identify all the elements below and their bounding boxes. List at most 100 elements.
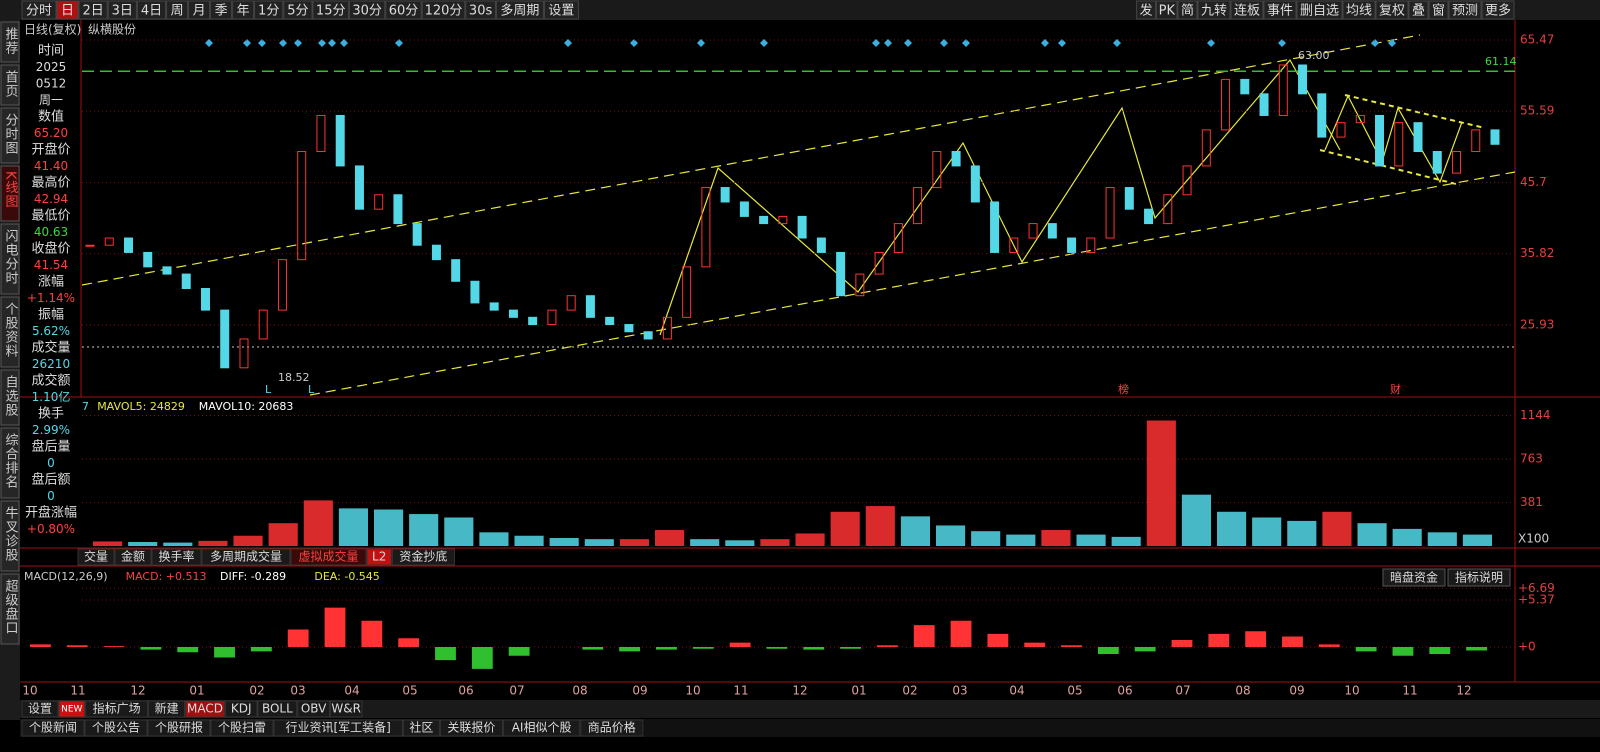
volume-tab[interactable] — [114, 548, 152, 566]
toolbar-label[interactable]: 窗 — [1432, 3, 1445, 19]
toolbar-label[interactable]: 15分 — [316, 4, 346, 19]
toolbar-label[interactable]: 4日 — [141, 4, 162, 19]
sidebar-label[interactable]: K线图 — [3, 171, 19, 209]
toolbar-label[interactable]: 1分 — [258, 4, 279, 19]
toolbar-label[interactable]: 多周期 — [500, 3, 539, 19]
volume-tab-label[interactable]: 换手率 — [158, 549, 194, 564]
news-tab-label[interactable]: 社区 — [409, 720, 433, 735]
volume-tab-label[interactable]: L2 — [372, 550, 386, 564]
indicator-tab[interactable] — [148, 700, 186, 718]
volume-tab-label[interactable]: 多周期成交量 — [210, 549, 282, 564]
toolbar-button[interactable] — [312, 0, 349, 20]
volume-tab-label[interactable]: 金额 — [121, 549, 145, 564]
toolbar-button[interactable] — [136, 0, 167, 20]
toolbar-label[interactable]: 2日 — [82, 4, 103, 19]
toolbar-button[interactable] — [348, 0, 386, 20]
sidebar-label[interactable]: 首页 — [3, 70, 19, 98]
toolbar-label[interactable]: 30s — [469, 4, 493, 19]
toolbar-label[interactable]: 月 — [193, 4, 206, 19]
sidebar-label[interactable]: 综合排名 — [3, 433, 19, 489]
toolbar-button[interactable] — [188, 0, 211, 20]
toolbar-button[interactable] — [1230, 0, 1264, 20]
volume-tab-label[interactable]: 虚拟成交量 — [298, 549, 358, 564]
toolbar-button[interactable] — [1197, 0, 1231, 20]
toolbar-label[interactable]: 年 — [237, 4, 250, 19]
macd-button-label[interactable]: 暗盘资金 — [1390, 570, 1438, 585]
sidebar-tab[interactable] — [0, 107, 20, 164]
news-tab-label[interactable]: 个股扫雷 — [218, 721, 266, 735]
toolbar-button[interactable] — [56, 0, 79, 20]
toolbar-button[interactable] — [1375, 0, 1409, 20]
toolbar-button[interactable] — [495, 0, 544, 20]
toolbar-button[interactable] — [1136, 0, 1157, 20]
news-tab[interactable] — [21, 719, 85, 737]
indicator-tab-label[interactable]: MACD — [187, 702, 223, 716]
news-tab[interactable] — [147, 719, 211, 737]
sidebar-label[interactable]: 推荐 — [3, 27, 19, 55]
news-tab[interactable] — [273, 719, 403, 737]
toolbar-button[interactable] — [283, 0, 313, 20]
toolbar-label[interactable]: 3日 — [112, 4, 133, 19]
toolbar-button[interactable] — [1156, 0, 1178, 20]
toolbar-label[interactable]: 发 — [1140, 3, 1153, 19]
toolbar-button[interactable] — [1428, 0, 1449, 20]
toolbar-button[interactable] — [1177, 0, 1198, 20]
macd-button-label[interactable]: 指标说明 — [1455, 570, 1503, 585]
indicator-tab-label[interactable]: 新建 — [155, 701, 179, 716]
indicator-tab[interactable] — [85, 700, 149, 718]
toolbar-label[interactable]: 周 — [171, 4, 184, 19]
indicator-tab-label[interactable]: NEW — [61, 705, 82, 715]
toolbar-label[interactable]: 日 — [61, 4, 74, 19]
toolbar-label[interactable]: 分时 — [26, 4, 52, 19]
toolbar-button[interactable] — [107, 0, 137, 20]
toolbar-label[interactable]: 叠 — [1412, 4, 1425, 19]
toolbar-button[interactable] — [166, 0, 189, 20]
toolbar-button[interactable] — [78, 0, 108, 20]
volume-tab-label[interactable]: 交量 — [84, 549, 108, 564]
sidebar-tab[interactable] — [0, 369, 20, 426]
toolbar-button[interactable] — [210, 0, 233, 20]
sidebar-tab[interactable] — [0, 165, 20, 222]
toolbar-label[interactable]: 30分 — [352, 4, 382, 19]
indicator-tab-label[interactable]: W&R — [331, 702, 361, 716]
sidebar-tab[interactable] — [0, 500, 20, 572]
news-tab[interactable] — [84, 719, 148, 737]
news-tab-label[interactable]: 关联报价 — [447, 720, 495, 735]
toolbar-button[interactable] — [1448, 0, 1482, 20]
toolbar-label[interactable]: 九转 — [1201, 4, 1227, 19]
toolbar-label[interactable]: 复权 — [1379, 3, 1405, 19]
indicator-tab-label[interactable]: 设置 — [28, 702, 52, 716]
toolbar-button[interactable] — [385, 0, 422, 20]
volume-tab[interactable] — [201, 548, 291, 566]
news-tab-label[interactable]: 行业资讯[军工装备] — [286, 721, 391, 735]
indicator-tab[interactable] — [257, 700, 298, 718]
indicator-tab-label[interactable]: KDJ — [231, 702, 252, 716]
sidebar-tab[interactable] — [0, 223, 20, 295]
toolbar-button[interactable] — [1408, 0, 1429, 20]
toolbar-label[interactable]: 5分 — [287, 4, 308, 19]
news-tab[interactable] — [210, 719, 274, 737]
indicator-tab-label[interactable]: OBV — [301, 702, 327, 716]
sidebar-tab[interactable] — [0, 64, 20, 106]
toolbar-label[interactable]: 简 — [1181, 3, 1194, 19]
news-tab[interactable] — [402, 719, 440, 737]
indicator-tab-label[interactable]: BOLL — [262, 702, 293, 716]
toolbar-button[interactable] — [1342, 0, 1376, 20]
indicator-tab[interactable] — [297, 700, 330, 718]
toolbar-button[interactable] — [1481, 0, 1515, 20]
sidebar-label[interactable]: 自选股 — [3, 375, 19, 417]
toolbar-button[interactable] — [254, 0, 284, 20]
macd-button[interactable] — [1447, 568, 1511, 587]
toolbar-label[interactable]: 60分 — [389, 4, 419, 19]
news-tab-label[interactable]: 个股新闻 — [29, 720, 77, 735]
indicator-tab-label[interactable]: 指标广场 — [93, 701, 141, 716]
toolbar-button[interactable] — [421, 0, 466, 20]
toolbar-label[interactable]: 更多 — [1485, 3, 1511, 19]
news-tab-label[interactable]: 个股公告 — [92, 721, 140, 735]
sidebar-label[interactable]: 牛叉诊股 — [3, 506, 19, 562]
toolbar-button[interactable] — [1263, 0, 1297, 20]
volume-tab[interactable] — [391, 548, 455, 566]
news-tab-label[interactable]: 个股研报 — [155, 720, 203, 735]
indicator-tab[interactable] — [58, 700, 86, 718]
toolbar-label[interactable]: 连板 — [1234, 3, 1260, 19]
